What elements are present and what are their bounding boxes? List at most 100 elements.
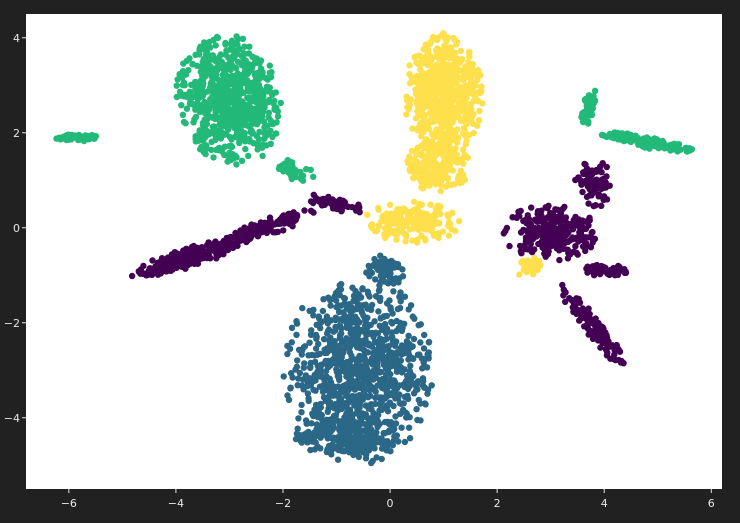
scatter-point — [202, 248, 210, 255]
scatter-point — [261, 124, 268, 131]
scatter-point — [406, 62, 413, 69]
scatter-point — [450, 63, 457, 70]
scatter-point — [564, 238, 572, 245]
scatter-point — [232, 120, 239, 127]
scatter-point — [267, 220, 275, 227]
y-tick-label: −4 — [4, 412, 20, 425]
scatter-point — [414, 351, 422, 358]
scatter-point — [393, 236, 400, 243]
scatter-point — [394, 220, 401, 227]
scatter-point — [189, 61, 196, 68]
scatter-point — [370, 375, 377, 382]
scatter-point — [414, 60, 422, 68]
scatter-point — [442, 80, 450, 88]
scatter-point — [437, 162, 444, 170]
scatter-point — [446, 102, 454, 109]
scatter-point — [421, 139, 428, 146]
scatter-point — [223, 130, 230, 137]
scatter-point — [391, 433, 398, 440]
scatter-point — [616, 136, 623, 143]
scatter-point — [420, 46, 427, 53]
scatter-point — [378, 339, 386, 347]
scatter-point — [401, 223, 408, 230]
scatter-point — [437, 187, 444, 195]
scatter-point — [454, 76, 461, 84]
scatter-point — [376, 258, 384, 265]
scatter-point — [213, 255, 220, 262]
scatter-point — [408, 354, 416, 362]
scatter-point — [542, 204, 549, 211]
scatter-point — [336, 425, 343, 432]
scatter-point — [387, 270, 394, 277]
scatter-point — [599, 339, 606, 346]
scatter-point — [210, 83, 217, 90]
scatter-point — [470, 111, 477, 118]
scatter-point — [274, 113, 282, 120]
scatter-point — [588, 264, 595, 272]
scatter-point — [243, 238, 250, 246]
x-tick-label: 0 — [387, 497, 394, 510]
scatter-point — [348, 352, 355, 360]
scatter-point — [401, 320, 408, 327]
scatter-point — [186, 55, 193, 62]
scatter-point — [575, 295, 582, 303]
scatter-point — [399, 273, 407, 280]
scatter-point — [586, 214, 593, 221]
scatter-point — [315, 402, 322, 410]
scatter-point — [365, 340, 372, 347]
scatter-point — [387, 363, 395, 370]
scatter-point — [399, 266, 406, 273]
scatter-point — [238, 157, 246, 164]
scatter-point — [423, 355, 430, 362]
scatter-point — [582, 95, 590, 103]
scatter-point — [246, 87, 253, 95]
scatter-point — [311, 446, 318, 453]
scatter-point — [140, 262, 147, 270]
scatter-point — [406, 435, 414, 442]
scatter-point — [395, 279, 402, 286]
scatter-point — [362, 357, 369, 364]
scatter-point — [401, 393, 408, 400]
scatter-point — [310, 412, 317, 420]
scatter-point — [315, 340, 322, 348]
scatter-point — [306, 375, 314, 382]
scatter-point — [549, 210, 557, 217]
scatter-point — [407, 362, 414, 369]
scatter-point — [415, 396, 422, 404]
scatter-point — [584, 172, 591, 179]
scatter-point — [378, 455, 385, 463]
scatter-point — [419, 365, 426, 372]
scatter-point — [219, 93, 226, 101]
scatter-point — [273, 119, 280, 126]
scatter-point — [517, 229, 525, 236]
scatter-point — [372, 388, 379, 395]
scatter-point — [210, 75, 217, 83]
scatter-point — [186, 260, 193, 267]
scatter-point — [347, 330, 354, 337]
scatter-point — [220, 77, 228, 84]
scatter-point — [611, 129, 618, 136]
scatter-point — [401, 438, 409, 446]
scatter-point — [570, 235, 577, 243]
scatter-point — [251, 83, 258, 91]
scatter-point — [325, 445, 332, 452]
scatter-point — [294, 357, 301, 364]
scatter-point — [435, 229, 443, 237]
scatter-point — [343, 381, 350, 388]
scatter-point — [557, 207, 565, 215]
scatter-point — [392, 413, 399, 420]
scatter-point — [203, 66, 210, 73]
scatter-point — [585, 120, 592, 127]
scatter-point — [356, 401, 363, 409]
scatter-point — [322, 431, 329, 439]
scatter-point — [516, 242, 524, 250]
scatter-point — [196, 134, 203, 141]
scatter-point — [392, 395, 399, 402]
scatter-point — [565, 249, 572, 257]
scatter-point — [255, 136, 263, 143]
scatter-point — [307, 166, 314, 173]
scatter-point — [546, 222, 553, 230]
scatter-point — [199, 76, 207, 83]
scatter-point — [476, 107, 483, 115]
scatter-point — [320, 296, 327, 303]
